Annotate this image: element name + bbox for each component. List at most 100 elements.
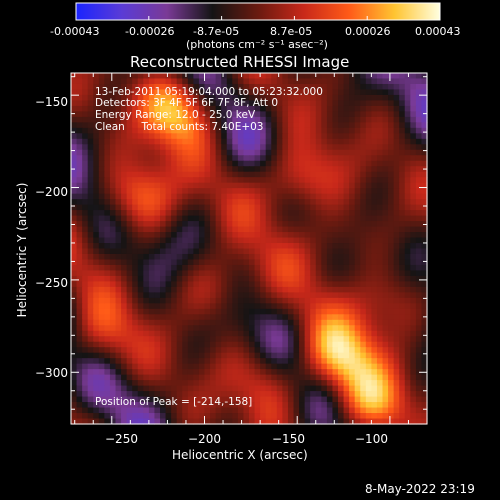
heatmap-cell	[198, 347, 206, 354]
heatmap-cell	[115, 133, 122, 140]
heatmap-cell	[338, 122, 345, 129]
heatmap-cell	[299, 149, 306, 156]
heatmap-cell	[310, 385, 317, 392]
heatmap-cell	[193, 199, 200, 206]
heatmap-cell	[165, 286, 172, 293]
heatmap-cell	[360, 396, 367, 403]
heatmap-cell	[132, 133, 139, 140]
heatmap-cell	[382, 111, 389, 118]
heatmap-cell	[276, 259, 283, 266]
heatmap-cell	[376, 380, 384, 387]
heatmap-cell	[249, 155, 256, 162]
heatmap-cell	[354, 248, 361, 255]
heatmap-cell	[204, 182, 211, 189]
heatmap-cell	[204, 270, 211, 277]
heatmap-cell	[399, 303, 406, 310]
heatmap-cell	[338, 270, 345, 277]
heatmap-cell	[293, 215, 300, 222]
heatmap-cell	[282, 248, 289, 255]
heatmap-cell	[76, 352, 83, 359]
heatmap-cell	[87, 413, 94, 420]
heatmap-cell	[98, 248, 105, 255]
heatmap-cell	[421, 336, 428, 343]
heatmap-cell	[176, 325, 183, 332]
heatmap-cell	[382, 369, 389, 376]
heatmap-cell	[215, 407, 222, 414]
heatmap-cell	[265, 369, 272, 376]
heatmap-cell	[332, 281, 339, 288]
heatmap-cell	[410, 122, 417, 129]
heatmap-cell	[249, 89, 256, 96]
heatmap-cell	[321, 73, 328, 80]
heatmap-cell	[232, 248, 239, 255]
heatmap-cell	[338, 374, 345, 381]
heatmap-cell	[365, 363, 372, 370]
heatmap-cell	[404, 232, 411, 239]
heatmap-cell	[321, 100, 328, 107]
heatmap-cell	[93, 237, 100, 244]
heatmap-cell	[371, 94, 378, 102]
heatmap-cell	[176, 374, 183, 381]
heatmap-cell	[115, 330, 122, 337]
heatmap-cell	[237, 347, 245, 354]
heatmap-cell	[193, 396, 200, 403]
heatmap-cell	[243, 336, 250, 343]
heatmap-cell	[382, 314, 389, 321]
heatmap-cell	[382, 116, 389, 123]
heatmap-cell	[126, 100, 133, 107]
heatmap-cell	[71, 177, 78, 184]
heatmap-cell	[315, 286, 322, 293]
heatmap-cell	[137, 105, 144, 112]
heatmap-cell	[160, 396, 167, 403]
heatmap-cell	[104, 144, 111, 151]
heatmap-cell	[104, 232, 111, 239]
heatmap-cell	[360, 232, 367, 239]
heatmap-cell	[115, 319, 122, 326]
heatmap-cell	[165, 303, 172, 310]
heatmap-cell	[115, 111, 122, 118]
heatmap-cell	[282, 369, 289, 376]
heatmap-cell	[232, 122, 239, 129]
heatmap-cell	[176, 286, 183, 293]
heatmap-cell	[237, 171, 245, 178]
heatmap-cell	[393, 402, 400, 409]
heatmap-cell	[137, 177, 144, 184]
heatmap-cell	[132, 264, 139, 272]
heatmap-cell	[171, 177, 178, 184]
heatmap-cell	[98, 380, 105, 387]
heatmap-cell	[132, 149, 139, 156]
heatmap-cell	[221, 226, 228, 233]
heatmap-cell	[93, 226, 100, 233]
heatmap-cell	[354, 380, 361, 387]
heatmap-cell	[315, 402, 322, 409]
heatmap-cell	[326, 341, 334, 348]
heatmap-cell	[365, 286, 372, 293]
heatmap-cell	[393, 171, 400, 178]
heatmap-cell	[148, 374, 156, 381]
heatmap-cell	[187, 210, 194, 217]
heatmap-cell	[143, 177, 150, 184]
heatmap-cell	[338, 396, 345, 403]
heatmap-cell	[204, 193, 211, 200]
heatmap-cell	[237, 122, 245, 129]
heatmap-cell	[349, 182, 356, 189]
heatmap-cell	[276, 149, 283, 156]
heatmap-cell	[321, 396, 328, 403]
heatmap-cell	[132, 292, 139, 299]
heatmap-cell	[315, 336, 322, 343]
heatmap-cell	[71, 243, 78, 250]
heatmap-cell	[215, 226, 222, 233]
heatmap-cell	[321, 144, 328, 151]
heatmap-cell	[332, 275, 339, 282]
heatmap-cell	[87, 199, 94, 206]
heatmap-cell	[182, 374, 189, 381]
heatmap-cell	[221, 347, 228, 354]
heatmap-cell	[109, 270, 117, 277]
heatmap-cell	[260, 111, 267, 118]
heatmap-cell	[187, 78, 194, 85]
heatmap-cell	[243, 210, 250, 217]
heatmap-cell	[204, 166, 211, 173]
heatmap-cell	[93, 122, 100, 129]
heatmap-cell	[232, 396, 239, 403]
heatmap-cell	[154, 352, 161, 359]
